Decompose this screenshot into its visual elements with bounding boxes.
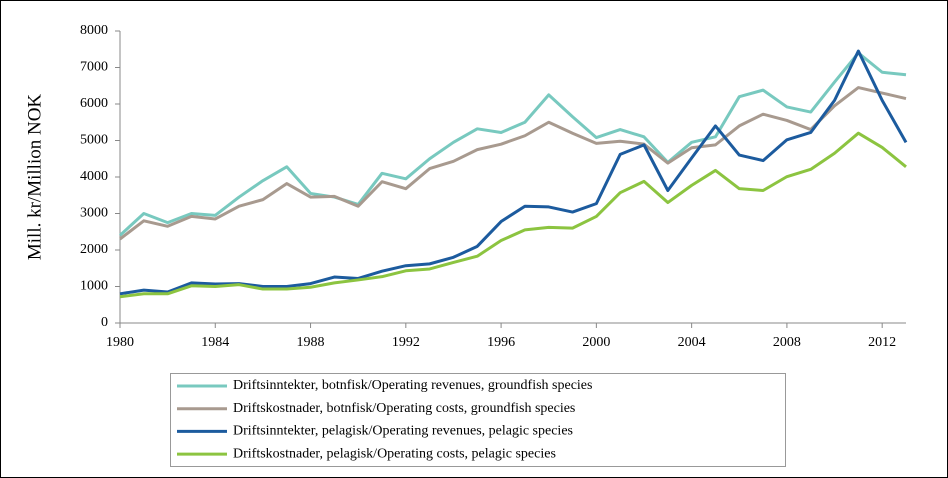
- x-tick-label: 2000: [582, 335, 610, 350]
- series-line: [119, 131, 907, 299]
- x-tick-label: 1996: [487, 335, 515, 350]
- y-tick-label: 3000: [80, 206, 108, 221]
- y-tick-label: 1000: [80, 279, 108, 294]
- x-tick-label: 2012: [868, 335, 896, 350]
- x-tick-label: 1992: [392, 335, 420, 350]
- x-tick-label: 1984: [201, 335, 229, 350]
- series-line: [118, 51, 907, 237]
- y-tick-label: 8000: [80, 23, 108, 38]
- legend-label: Driftsinntekter, botnfisk/Operating reve…: [233, 378, 592, 393]
- x-tick-label: 2004: [678, 335, 706, 350]
- x-tick-label: 1980: [106, 335, 134, 350]
- series-line: [119, 86, 907, 241]
- legend-label: Driftsinntekter, pelagisk/Operating reve…: [233, 424, 573, 439]
- y-tick-label: 5000: [80, 133, 108, 148]
- y-tick-label: 4000: [80, 169, 108, 184]
- legend-label: Driftskostnader, botnfisk/Operating cost…: [233, 401, 575, 416]
- y-tick-label: 0: [101, 315, 108, 330]
- legend-box: [170, 373, 786, 467]
- y-axis-label: Mill. kr/Million NOK: [24, 94, 45, 261]
- y-tick-label: 2000: [80, 242, 108, 257]
- x-tick-label: 2008: [773, 335, 801, 350]
- y-tick-label: 6000: [80, 96, 108, 111]
- series-line: [119, 49, 908, 296]
- y-tick-label: 7000: [80, 60, 108, 75]
- legend-label: Driftskostnader, pelagisk/Operating cost…: [233, 446, 556, 461]
- x-tick-label: 1988: [297, 335, 325, 350]
